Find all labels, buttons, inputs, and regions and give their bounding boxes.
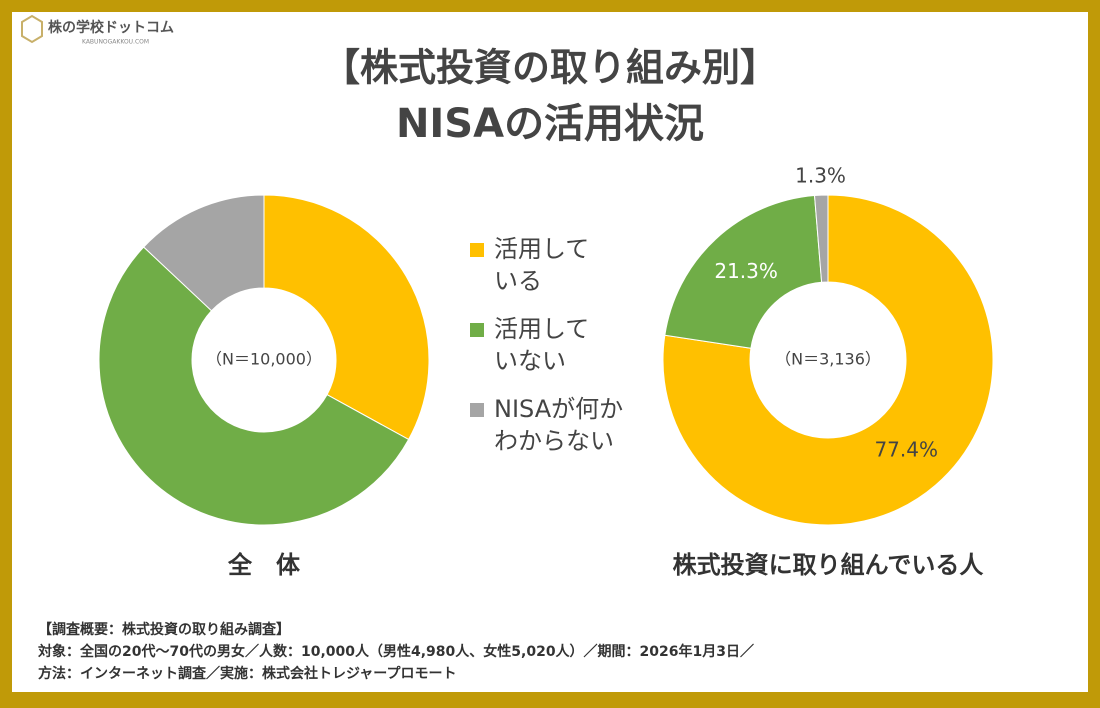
donut-slice xyxy=(143,194,265,312)
legend-label-line: いない xyxy=(494,347,566,375)
donut-note: （N＝3,136） xyxy=(775,350,881,369)
donut-slice xyxy=(263,194,430,441)
chart-title: 全 体 xyxy=(227,551,301,579)
title-line: NISAの活用状況 xyxy=(396,101,704,147)
legend-label-line: 活用して xyxy=(494,235,589,263)
legend-label-line: NISAが何か xyxy=(494,395,623,423)
donut-note: （N＝10,000） xyxy=(206,350,322,369)
donut-slice xyxy=(98,246,410,526)
legend-label: 活用している xyxy=(494,235,589,295)
legend-swatch xyxy=(470,243,484,257)
legend-label: 活用していない xyxy=(494,315,589,375)
legend-label-line: わからない xyxy=(494,427,614,455)
logo-icon xyxy=(21,14,43,44)
value-label: 21.3% xyxy=(714,259,778,283)
legend-swatch xyxy=(470,323,484,337)
legend-label-line: 活用して xyxy=(494,315,589,343)
legend-label: NISAが何かわからない xyxy=(494,395,623,455)
donut-slice xyxy=(662,194,994,526)
donut-slice xyxy=(664,195,823,349)
footnote: 【調査概要：株式投資の取り組み調査】 xyxy=(38,621,290,638)
footnote: 対象：全国の20代～70代の男女／人数：10,000人（男性4,980人、女性5… xyxy=(37,643,754,660)
legend-swatch xyxy=(470,403,484,417)
logo-sub: KABUNOGAKKOU.COM xyxy=(82,39,149,46)
logo-name: 株の学校ドットコム xyxy=(48,19,174,36)
value-label: 1.3% xyxy=(795,164,846,188)
legend-label-line: いる xyxy=(494,267,542,295)
footnote: 方法：インターネット調査／実施：株式会社トレジャープロモート xyxy=(38,665,456,682)
value-label: 77.4% xyxy=(874,438,938,462)
title-line: 【株式投資の取り組み別】 xyxy=(322,46,778,90)
donut-slice xyxy=(813,194,829,283)
chart-title: 株式投資に取り組んでいる人 xyxy=(673,551,984,579)
